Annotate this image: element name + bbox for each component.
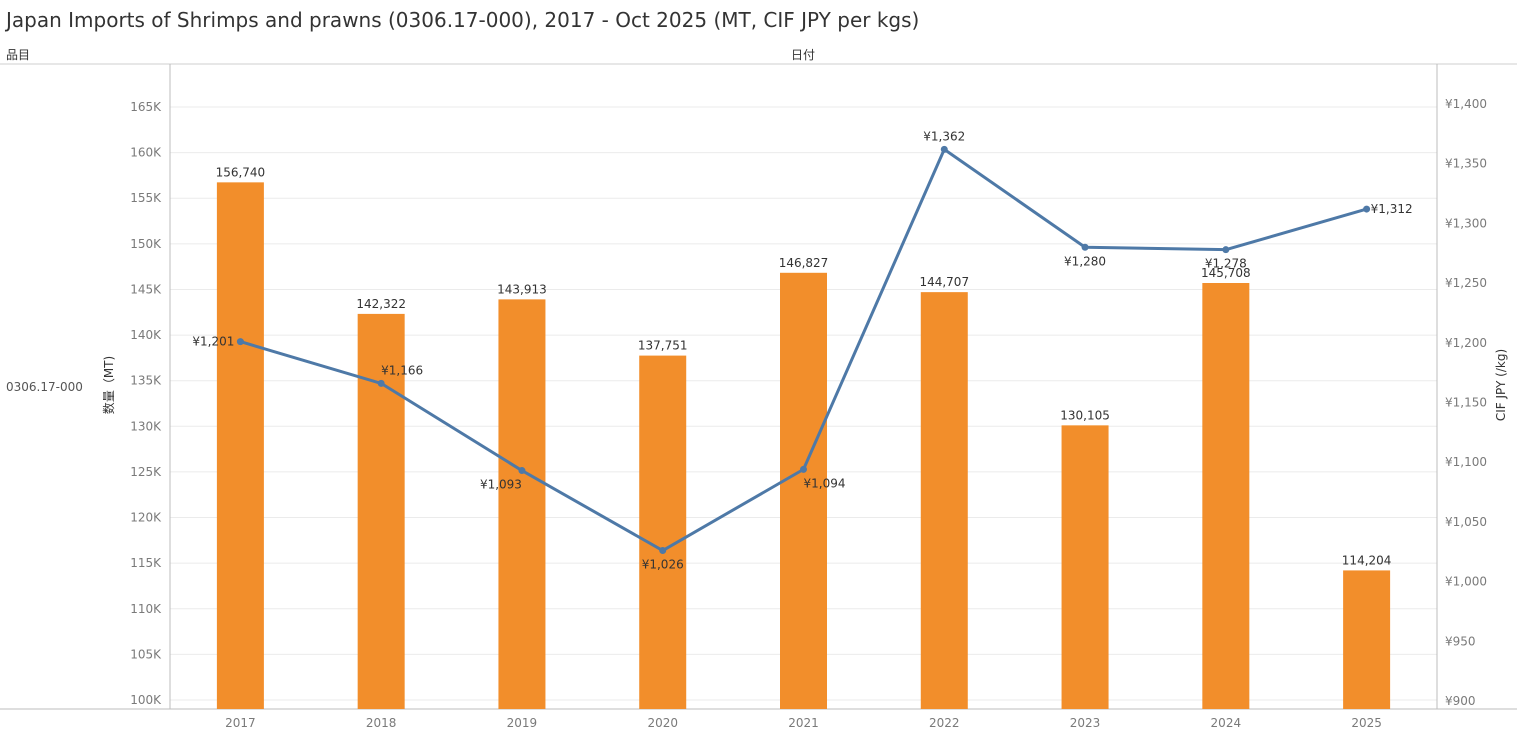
- line-data-label: ¥1,312: [1371, 202, 1413, 216]
- line-data-label: ¥1,094: [804, 476, 846, 490]
- y-right-tick-label: ¥1,300: [1445, 216, 1487, 230]
- bar: [1202, 283, 1250, 709]
- y-right-tick-label: ¥1,000: [1445, 575, 1487, 589]
- y-left-tick-label: 165K: [130, 100, 162, 114]
- line-layer: [236, 145, 1371, 555]
- line-point: [236, 338, 244, 346]
- y-right-tick-label: ¥950: [1445, 634, 1476, 648]
- y-left-tick-label: 150K: [130, 237, 162, 251]
- x-tick-label: 2017: [225, 716, 256, 730]
- axis-layer: 100K 105K 110K 115K 120K 125K 130K 135K 140K 145K…: [101, 97, 1508, 730]
- line-data-label: ¥1,026: [642, 558, 684, 572]
- bar: [780, 272, 827, 709]
- line-point: [1222, 246, 1230, 254]
- y-left-tick-label: 145K: [130, 282, 162, 296]
- x-tick-label: 2019: [507, 716, 538, 730]
- bar-layer: [216, 182, 1391, 709]
- line-data-label: ¥1,201: [192, 335, 234, 349]
- x-tick-label: 2021: [788, 716, 819, 730]
- y-right-tick-label: ¥1,050: [1445, 515, 1487, 529]
- bar: [498, 299, 546, 709]
- y-right-tick-label: ¥1,150: [1445, 396, 1487, 410]
- bar-data-label: 142,322: [356, 297, 406, 311]
- y-right-tick-label: ¥1,100: [1445, 455, 1487, 469]
- y-right-axis-title: CIF JPY (/kg): [1494, 349, 1508, 421]
- y-left-tick-label: 110K: [130, 602, 162, 616]
- row-label: 0306.17-000: [6, 380, 83, 394]
- x-tick-label: 2025: [1351, 716, 1382, 730]
- chart-title: Japan Imports of Shrimps and prawns (030…: [6, 8, 920, 32]
- y-right-tick-label: ¥900: [1445, 694, 1476, 708]
- x-tick-label: 2018: [366, 716, 397, 730]
- y-left-tick-label: 115K: [130, 556, 162, 570]
- bar-data-label: 143,913: [497, 282, 547, 296]
- line-point: [800, 465, 807, 473]
- bar: [1061, 425, 1109, 709]
- x-tick-label: 2023: [1070, 716, 1101, 730]
- y-left-tick-label: 105K: [130, 647, 162, 661]
- bar-data-label: 130,105: [1060, 408, 1110, 422]
- line-point: [659, 547, 667, 555]
- label-layer: 156,740 142,322 143,913 137,751 146,827 144,7…: [192, 129, 1412, 571]
- y-left-tick-label: 160K: [130, 146, 162, 160]
- y-left-tick-label: 140K: [130, 328, 162, 342]
- y-left-tick-label: 125K: [130, 465, 162, 479]
- y-right-tick-label: ¥1,200: [1445, 336, 1487, 350]
- line-data-label: ¥1,362: [923, 129, 965, 143]
- bar: [1343, 570, 1391, 709]
- y-left-tick-label: 100K: [130, 693, 162, 707]
- line-point: [518, 467, 526, 475]
- bar-data-label: 156,740: [216, 165, 266, 179]
- y-left-tick-label: 120K: [130, 511, 162, 525]
- line-point: [1363, 205, 1371, 213]
- line-point: [1081, 243, 1089, 251]
- y-left-tick-label: 135K: [130, 374, 162, 388]
- line-data-label: ¥1,280: [1064, 254, 1106, 268]
- bar-data-label: 114,204: [1342, 553, 1392, 567]
- x-tick-label: 2024: [1211, 716, 1242, 730]
- bar-data-label: 145,708: [1201, 266, 1251, 280]
- y-right-tick-label: ¥1,250: [1445, 276, 1487, 290]
- y-right-tick-label: ¥1,400: [1445, 97, 1487, 111]
- y-left-tick-label: 130K: [130, 419, 162, 433]
- x-tick-label: 2020: [647, 716, 678, 730]
- item-column-header: 品目: [6, 48, 31, 62]
- bar: [920, 292, 968, 709]
- y-left-axis-title: 数量（MT): [101, 356, 116, 414]
- bar: [216, 182, 264, 709]
- bar-data-label: 137,751: [638, 339, 688, 353]
- bar-data-label: 146,827: [779, 256, 829, 270]
- bar-data-label: 144,707: [919, 275, 969, 289]
- x-tick-label: 2022: [929, 716, 960, 730]
- y-left-tick-label: 155K: [130, 191, 162, 205]
- line-data-label: ¥1,278: [1205, 257, 1247, 271]
- y-right-tick-label: ¥1,350: [1445, 157, 1487, 171]
- line-point: [377, 379, 385, 387]
- date-column-header: 日付: [791, 48, 816, 62]
- line-data-label: ¥1,166: [381, 363, 423, 377]
- line-point: [940, 145, 948, 153]
- bar: [639, 355, 687, 709]
- line-data-label: ¥1,093: [480, 478, 522, 492]
